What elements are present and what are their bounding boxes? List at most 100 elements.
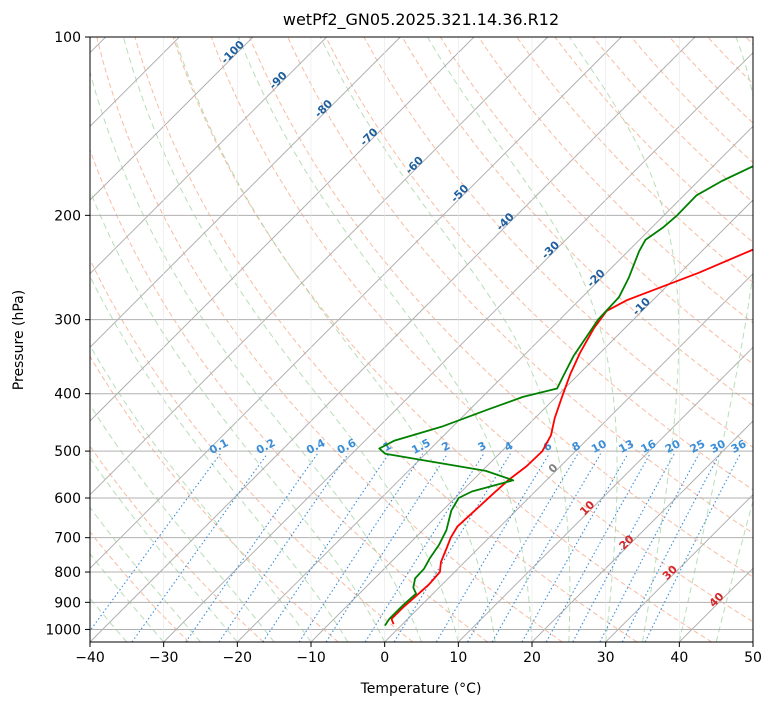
axes-box — [89, 36, 754, 643]
mixing-ratio-label: 30 — [708, 437, 728, 456]
sounding-series — [378, 165, 753, 627]
isotherm-label: -30 — [539, 238, 562, 261]
mixing-ratio-label: 0.6 — [335, 436, 359, 457]
mixing-ratio-label: 3 — [476, 439, 489, 454]
axis-ticks: −40 −30 −20 −10 0 10 20 30 40 50 1000 900 800 700 600 5… — [45, 30, 762, 666]
moist-adiabat-line — [90, 457, 238, 642]
isotherms — [90, 37, 753, 642]
moist-adiabat-line — [90, 404, 275, 642]
isotherm-label: -20 — [584, 266, 607, 289]
dry-adiabat-line — [707, 37, 753, 85]
mixing-ratio-line — [262, 453, 390, 642]
dry-adiabat-line — [90, 258, 414, 642]
plot-frame — [89, 36, 754, 643]
x-tick-label: −20 — [223, 650, 253, 666]
mixing-ratio-line — [298, 453, 424, 642]
mixing-ratio-line — [131, 453, 268, 642]
moist-adiabat-label: 40 — [707, 590, 727, 610]
mixing-ratio-label: 16 — [639, 437, 659, 456]
moist-adiabat-line — [715, 499, 753, 642]
moist-adiabat-label: 30 — [660, 562, 680, 582]
dry-adiabat-line — [287, 37, 753, 534]
isotherm-line — [90, 37, 622, 570]
mixing-ratio-line — [393, 453, 511, 642]
y-tick-label: 100 — [54, 30, 81, 46]
mixing-ratio-label: 4 — [502, 439, 515, 454]
dry-adiabat-line — [90, 355, 339, 642]
mixing-ratio-line — [599, 453, 700, 642]
isotherm-line — [90, 37, 328, 275]
moist-adiabat-line — [90, 344, 312, 642]
mixing-ratio-line — [467, 453, 579, 642]
dry-adiabats — [90, 37, 753, 642]
chart-title: wetPf2_GN05.2025.321.14.36.R12 — [283, 10, 559, 30]
mixing-ratio-line — [435, 453, 550, 642]
mixing-ratio-line — [621, 453, 721, 642]
moist-adiabat-label: 20 — [617, 532, 637, 552]
moist-adiabat-line — [426, 37, 618, 642]
isotherm-label: -100 — [218, 38, 247, 67]
mixing-ratio-line — [185, 453, 318, 642]
isotherm-labels: -100-90-80-70-60-50-40-30-20-10 — [218, 38, 653, 318]
isotherm-label: -80 — [312, 97, 335, 120]
dry-adiabat-line — [172, 37, 712, 642]
isotherm-label: -60 — [403, 153, 426, 176]
mixing-ratio-lines: 0.1 0.2 0.4 0.6 1 1.5 2 3 4 6 8 10 13 16 20 25 30 36 — [90, 436, 749, 642]
isotherm-line — [90, 37, 475, 422]
moist-adiabat-line — [90, 506, 201, 642]
isotherm-line — [531, 420, 753, 642]
dry-adiabat-line — [478, 37, 753, 324]
isotherm-line — [310, 199, 753, 642]
moist-adiabat-line — [238, 37, 533, 642]
y-tick-label: 400 — [54, 387, 81, 403]
x-tick-label: 10 — [449, 650, 467, 666]
dry-adiabat-line — [90, 445, 264, 642]
moist-adiabat-label: 10 — [577, 498, 597, 518]
dry-adiabat-line — [90, 148, 488, 642]
x-tick-label: 20 — [523, 650, 541, 666]
mixing-ratio-label: 25 — [688, 437, 708, 456]
y-tick-label: 1000 — [45, 622, 81, 638]
isotherm-line — [384, 272, 753, 642]
dry-adiabat-line — [592, 37, 753, 203]
mixing-ratio-line — [325, 453, 449, 642]
dewpoint-profile-line — [378, 165, 753, 627]
mixing-ratio-label: 13 — [617, 437, 637, 456]
isotherm-line — [678, 567, 753, 642]
mixing-ratio-label: 36 — [729, 437, 749, 456]
y-axis-label: Pressure (hPa) — [11, 290, 27, 390]
isotherm-line — [236, 125, 753, 642]
mixing-ratio-label: 10 — [589, 437, 609, 456]
isotherm-line — [457, 346, 753, 642]
dry-adiabat-line — [516, 37, 753, 284]
x-tick-label: 30 — [597, 650, 615, 666]
dry-adiabat-line — [669, 37, 753, 124]
isotherm-label: -40 — [494, 210, 517, 233]
isotherm-label: -70 — [357, 125, 380, 148]
y-tick-label: 800 — [54, 565, 81, 581]
pressure-gridlines — [90, 37, 753, 642]
mixing-ratio-label: 20 — [663, 437, 683, 456]
y-tick-label: 500 — [54, 444, 81, 460]
x-tick-label: −40 — [75, 650, 105, 666]
y-tick-label: 200 — [54, 208, 81, 224]
dry-adiabat-line — [401, 37, 753, 406]
mixing-ratio-label: 2 — [439, 439, 452, 454]
temperature-profile-line — [390, 248, 753, 625]
x-tick-label: 50 — [744, 650, 762, 666]
mixing-ratio-label: 1.5 — [409, 436, 432, 457]
x-tick-label: −10 — [296, 650, 326, 666]
y-tick-label: 600 — [54, 491, 81, 507]
mixing-ratio-label: 0.1 — [207, 436, 230, 457]
mixing-ratio-label: 0.2 — [254, 436, 277, 457]
moist-adiabats — [90, 37, 753, 642]
y-tick-label: 900 — [54, 595, 81, 611]
isotherm-label: -50 — [448, 182, 471, 205]
dry-adiabat-line — [134, 37, 638, 642]
dry-adiabat-line — [325, 37, 753, 491]
x-tick-label: 40 — [670, 650, 688, 666]
dry-adiabat-line — [745, 37, 753, 46]
moist-adiabat-line — [90, 189, 386, 642]
moist-adiabat-line — [678, 37, 753, 642]
